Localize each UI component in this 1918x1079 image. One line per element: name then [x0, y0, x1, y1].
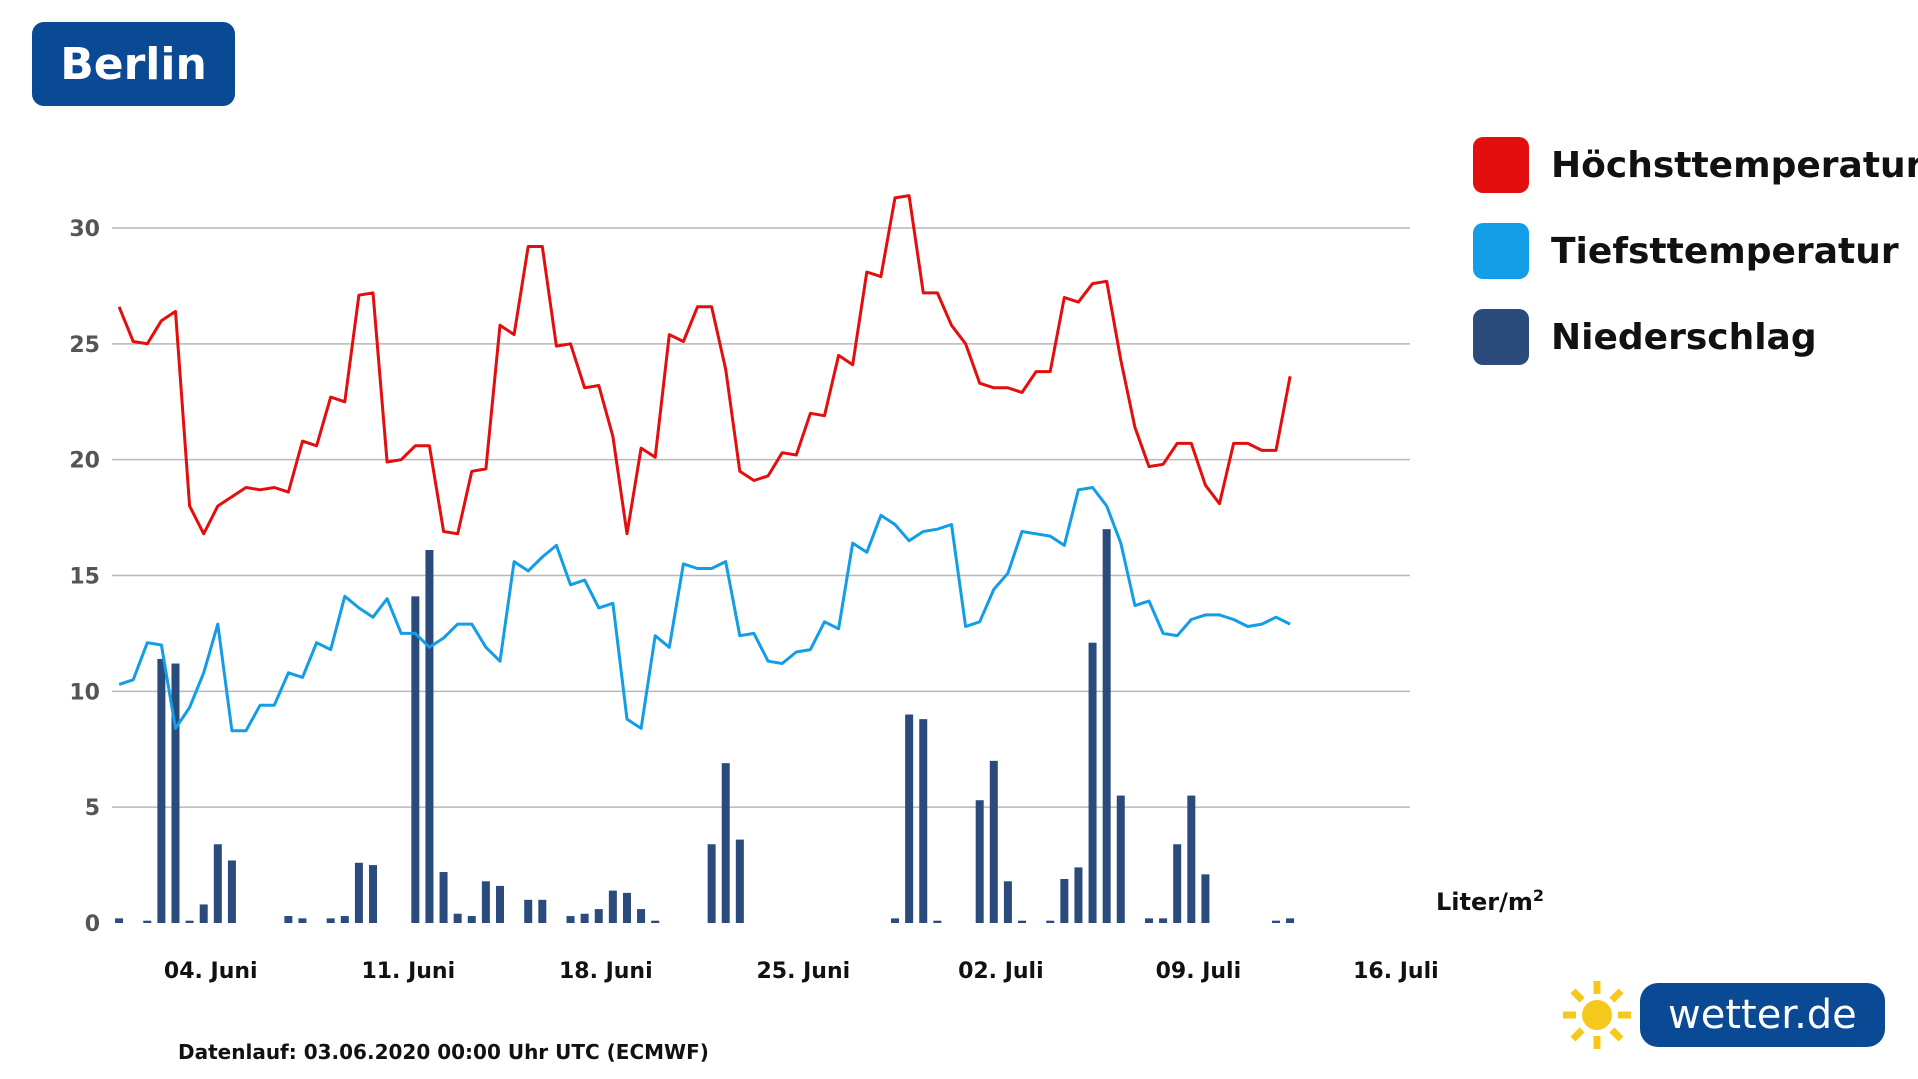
precipitation-bar: [905, 714, 914, 923]
unit-text: Liter/m: [1436, 888, 1533, 916]
brand-pill: wetter.de: [1640, 983, 1885, 1047]
precipitation-bar: [933, 920, 942, 923]
hoechsttemperatur-line: [117, 194, 1292, 536]
precipitation-bar: [1088, 642, 1097, 923]
legend-swatch-hoechst: [1473, 137, 1529, 193]
precipitation-bar: [199, 904, 208, 923]
x-tick-label: 04. Juni: [164, 959, 258, 984]
precipitation-bar: [1046, 920, 1055, 923]
sun-ray: [1570, 988, 1585, 1003]
precipitation-bar: [1286, 918, 1295, 923]
y-tick-label: 25: [69, 333, 100, 358]
precipitation-bar: [467, 916, 476, 923]
precipitation-bar: [185, 920, 194, 923]
y-tick-label: 5: [85, 796, 100, 821]
precipitation-bar: [369, 865, 378, 923]
y-tick-label: 15: [69, 565, 100, 590]
tiefsttemperatur-line: [118, 486, 1291, 733]
x-tick-label: 18. Juni: [559, 959, 653, 984]
precipitation-bar: [1271, 920, 1280, 923]
x-tick-label: 02. Juli: [958, 959, 1044, 984]
precipitation-bar: [143, 920, 152, 923]
y-tick-label: 30: [69, 217, 100, 242]
precipitation-bar: [115, 918, 124, 923]
legend-item-niederschlag[interactable]: Niederschlag: [1473, 309, 1918, 365]
data-run-note: Datenlauf: 03.06.2020 00:00 Uhr UTC (ECM…: [178, 1040, 709, 1064]
precipitation-bar: [707, 844, 716, 923]
precipitation-bar: [1018, 920, 1027, 923]
x-tick-label: 09. Juli: [1156, 959, 1242, 984]
legend: Höchsttemperatur Tiefsttemperatur Nieder…: [1473, 137, 1918, 395]
precipitation-bar: [157, 658, 166, 923]
precipitation-bar: [1074, 867, 1083, 923]
precipitation-bar: [326, 918, 335, 923]
precipitation-bar: [453, 913, 462, 923]
precipitation-bar: [989, 760, 998, 923]
city-title: Berlin: [60, 38, 207, 90]
legend-label-niederschlag: Niederschlag: [1551, 316, 1817, 358]
sun-ray: [1609, 988, 1624, 1003]
precipitation-bar: [495, 885, 504, 923]
precipitation-bar: [284, 916, 293, 923]
precipitation-bar: [637, 909, 646, 923]
precipitation-bar: [1102, 529, 1111, 923]
x-tick-label: 11. Juni: [361, 959, 455, 984]
precipitation-bar: [481, 881, 490, 923]
precipitation-bar: [580, 913, 589, 923]
precipitation-bar: [1144, 918, 1153, 923]
precipitation-bar: [735, 839, 744, 923]
precipitation-bar: [1003, 881, 1012, 923]
precipitation-bar: [171, 663, 180, 923]
y-tick-label: 10: [69, 680, 100, 705]
precipitation-bar: [891, 918, 900, 923]
precipitation-bar: [1060, 878, 1069, 923]
legend-label-hoechst: Höchsttemperatur: [1551, 144, 1918, 186]
precipitation-bar: [1187, 795, 1196, 923]
precipitation-bar: [298, 918, 307, 923]
precipitation-bar: [354, 862, 363, 923]
precipitation-bar: [566, 916, 575, 923]
brand-logo[interactable]: wetter.de: [1560, 978, 1885, 1052]
precipitation-bar: [608, 890, 617, 923]
precipitation-bar: [538, 899, 547, 923]
legend-item-hoechst[interactable]: Höchsttemperatur: [1473, 137, 1918, 193]
precipitation-bar: [213, 844, 222, 923]
x-tick-label: 16. Juli: [1353, 959, 1439, 984]
y-tick-label: 20: [69, 449, 100, 474]
precipitation-bar: [1173, 844, 1182, 923]
precipitation-bar: [975, 800, 984, 923]
x-tick-label: 25. Juni: [756, 959, 850, 984]
precipitation-unit-label: Liter/m2: [1436, 886, 1544, 916]
precipitation-bar: [1116, 795, 1125, 923]
sun-ray: [1609, 1027, 1624, 1042]
sun-icon: [1563, 981, 1631, 1049]
precipitation-bar: [439, 872, 448, 923]
precipitation-bar: [227, 860, 236, 923]
y-tick-label: 0: [85, 912, 100, 937]
sun-ray: [1570, 1027, 1585, 1042]
precipitation-bar: [340, 916, 349, 923]
precipitation-bar: [594, 909, 603, 923]
precipitation-bar: [411, 596, 420, 923]
legend-swatch-tiefst: [1473, 223, 1529, 279]
city-title-badge: Berlin: [32, 22, 235, 106]
precipitation-bar: [651, 920, 660, 923]
precipitation-bar: [721, 763, 730, 923]
unit-superscript: 2: [1532, 886, 1545, 905]
precipitation-bar: [919, 719, 928, 923]
legend-label-tiefst: Tiefsttemperatur: [1551, 230, 1899, 272]
brand-text: wetter.de: [1668, 992, 1857, 1038]
precipitation-bar: [1159, 918, 1168, 923]
precipitation-bar: [622, 892, 631, 923]
precipitation-bar: [1201, 874, 1210, 923]
precipitation-bar: [425, 550, 434, 923]
legend-item-tiefst[interactable]: Tiefsttemperatur: [1473, 223, 1918, 279]
precipitation-bar: [524, 899, 533, 923]
legend-swatch-niederschlag: [1473, 309, 1529, 365]
